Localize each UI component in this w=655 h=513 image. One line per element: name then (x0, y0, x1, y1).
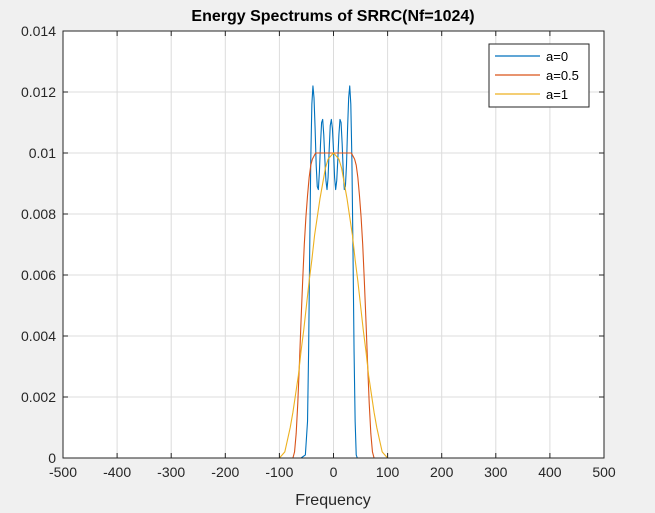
y-tick-label: 0 (48, 450, 56, 466)
series-lines (63, 85, 604, 459)
legend-label-0: a=0 (546, 49, 568, 64)
x-tick-label: 200 (430, 464, 454, 480)
x-tick-label: -100 (265, 464, 293, 480)
x-tick-label: 300 (484, 464, 508, 480)
x-tick-label: 100 (376, 464, 400, 480)
legend-label-1: a=0.5 (546, 68, 579, 83)
x-tick-labels: -500 -400 -300 -200 -100 0 100 200 300 400 500 (49, 464, 616, 480)
x-tick-label: -500 (49, 464, 77, 480)
y-tick-label: 0.006 (21, 267, 56, 283)
x-tick-label: -200 (211, 464, 239, 480)
x-tick-label: 400 (538, 464, 562, 480)
legend: a=0 a=0.5 a=1 (488, 43, 590, 108)
x-tick-label: -400 (103, 464, 131, 480)
series-line-2 (63, 152, 604, 459)
y-tick-labels: 0 0.002 0.004 0.006 0.008 0.01 0.012 0.014 (21, 23, 56, 466)
y-tick-label: 0.004 (21, 328, 56, 344)
y-tick-label: 0.012 (21, 84, 56, 100)
y-tick-label: 0.008 (21, 206, 56, 222)
x-axis-label: Frequency (295, 492, 371, 509)
x-tick-label: 0 (330, 464, 338, 480)
legend-label-2: a=1 (546, 87, 568, 102)
x-tick-label: 500 (592, 464, 616, 480)
y-tick-label: 0.01 (29, 145, 56, 161)
x-tick-label: -300 (157, 464, 185, 480)
chart-title: Energy Spectrums of SRRC(Nf=1024) (191, 8, 474, 25)
series-line-0 (63, 85, 604, 459)
y-tick-label: 0.014 (21, 23, 56, 39)
tick-marks (62, 30, 605, 459)
y-tick-label: 0.002 (21, 389, 56, 405)
